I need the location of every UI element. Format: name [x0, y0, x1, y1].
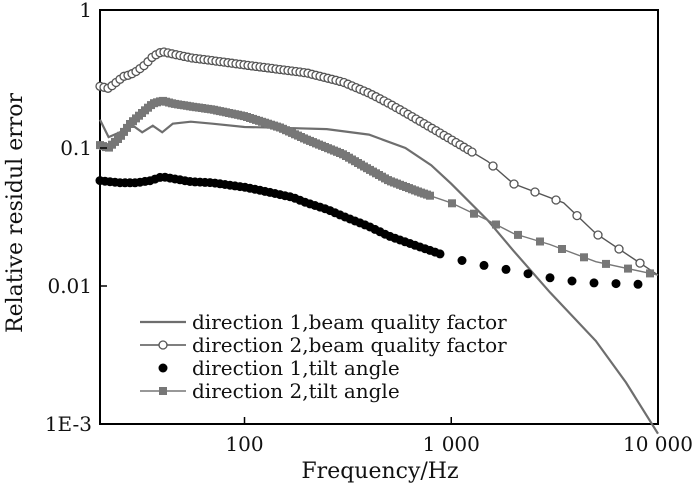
- y-tick-label: 1E-3: [45, 412, 92, 436]
- y-tick-label: 0.1: [60, 136, 92, 160]
- legend-label: direction 2,tilt angle: [192, 379, 400, 403]
- data-point: [457, 256, 467, 265]
- legend-label: direction 1,tilt angle: [192, 356, 400, 380]
- data-point: [589, 278, 599, 288]
- data-point: [611, 279, 621, 289]
- tick-layer: 100 1 000 10 000 1 0.1 0.01 1E-3: [45, 0, 693, 456]
- series-line: [99, 50, 659, 276]
- legend-item-3: direction 1,tilt angle: [158, 356, 400, 380]
- legend-label: direction 2,beam quality factor: [192, 333, 507, 357]
- data-point: [580, 253, 588, 262]
- legend-item-4: direction 2,tilt angle: [140, 379, 400, 403]
- legend-marker: [158, 340, 168, 350]
- series-line: [99, 99, 659, 276]
- data-point: [551, 195, 561, 205]
- data-point: [572, 210, 582, 221]
- data-point: [614, 244, 624, 254]
- series-4: [96, 96, 659, 278]
- plot-frame: [99, 9, 659, 425]
- series-3: [95, 172, 643, 289]
- series-layer: [95, 47, 659, 435]
- data-point: [426, 191, 434, 200]
- legend-marker: [159, 387, 167, 395]
- data-point: [492, 220, 500, 229]
- legend-label: direction 1,beam quality factor: [192, 310, 507, 334]
- data-point: [536, 237, 544, 246]
- data-point: [567, 276, 577, 286]
- data-point: [624, 264, 632, 273]
- data-point: [545, 273, 555, 283]
- data-point: [488, 161, 498, 171]
- y-tick-label: 1: [79, 0, 92, 22]
- data-point: [602, 259, 610, 268]
- x-tick-label: 10 000: [623, 432, 693, 456]
- legend-item-1: direction 1,beam quality factor: [140, 310, 507, 334]
- legend-marker: [158, 363, 168, 373]
- data-point: [509, 179, 519, 189]
- data-point: [633, 279, 643, 289]
- data-point: [501, 264, 511, 274]
- data-point: [558, 245, 566, 253]
- legend-item-2: direction 2,beam quality factor: [140, 333, 507, 357]
- data-point: [467, 147, 477, 157]
- y-axis-label: Relative residul error: [3, 93, 28, 333]
- data-point: [435, 249, 445, 259]
- data-point: [635, 258, 645, 268]
- data-point: [514, 230, 522, 239]
- data-point: [448, 199, 456, 208]
- x-tick-label: 100: [225, 432, 263, 456]
- data-point: [646, 269, 654, 278]
- data-point: [530, 187, 540, 197]
- plot-border: [99, 9, 659, 425]
- x-axis-label: Frequency/Hz: [301, 459, 458, 484]
- legend: direction 1,beam quality factordirection…: [140, 310, 507, 403]
- data-point: [470, 209, 478, 218]
- data-point: [593, 230, 603, 240]
- x-tick-label: 1 000: [423, 432, 480, 456]
- data-point: [523, 269, 533, 279]
- data-point: [479, 260, 489, 270]
- y-tick-label: 0.01: [47, 274, 92, 298]
- series-2: [95, 47, 659, 276]
